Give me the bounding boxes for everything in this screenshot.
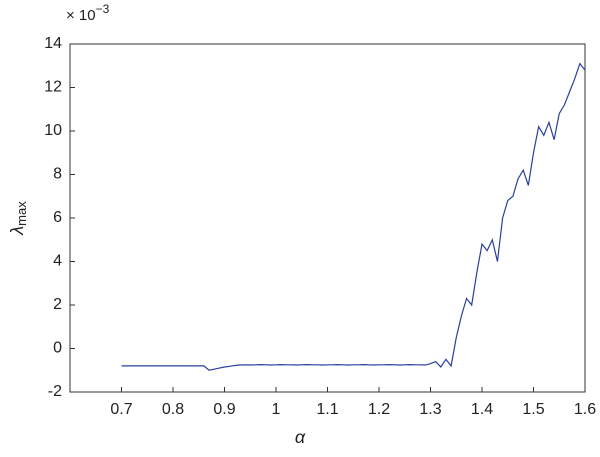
y-tick-label: 0	[53, 340, 62, 357]
y-tick-label: -2	[48, 383, 62, 400]
y-scale-base: × 10	[66, 7, 96, 24]
x-tick-label: 1.6	[574, 401, 596, 418]
x-tick-label: 0.7	[110, 401, 132, 418]
x-tick-label: 1.5	[522, 401, 544, 418]
y-scale-exponent: −3	[96, 2, 110, 16]
x-axis-label: α	[295, 427, 306, 447]
x-tick-label: 0.9	[213, 401, 235, 418]
x-tick-label: 1.2	[368, 401, 390, 418]
y-tick-label: 8	[53, 166, 62, 183]
y-label-subscript: max	[14, 201, 29, 226]
y-tick-label: 14	[44, 35, 62, 52]
y-tick-label: 12	[44, 79, 62, 96]
y-tick-label: 6	[53, 209, 62, 226]
x-tick-label: 0.8	[162, 401, 184, 418]
x-tick-label: 1.3	[419, 401, 441, 418]
y-tick-label: 4	[53, 253, 62, 270]
x-tick-label: 1.4	[471, 401, 493, 418]
data-line	[121, 62, 586, 371]
x-tick-label: 1.1	[316, 401, 338, 418]
y-label-symbol: λ	[7, 226, 27, 236]
y-scale: × 10−3	[66, 2, 110, 24]
y-axis-label: λmax	[7, 201, 30, 236]
plot-frame	[69, 43, 586, 393]
y-tick-label: 2	[53, 296, 62, 313]
x-tick-label: 1	[272, 401, 281, 418]
y-tick-label: 10	[44, 122, 62, 139]
